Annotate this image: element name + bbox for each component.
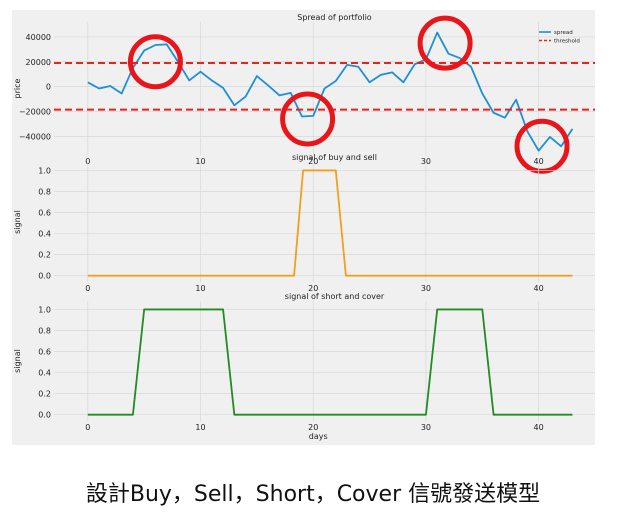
chart-spread-x-tick-label: 20: [308, 157, 318, 166]
chart-spread-y-tick-label: 40000: [26, 33, 51, 42]
chart-spread-highlight-circle: [127, 34, 183, 90]
chart-spread-x-tick-label: 10: [195, 157, 205, 166]
chart-buy-sell-x-tick-label: 40: [534, 284, 544, 293]
chart-short-cover-y-tick-label: 0.0: [38, 411, 51, 420]
chart-short-cover-y-tick-label: 0.6: [38, 348, 51, 357]
chart-buy-sell-ylabel: signal: [13, 210, 22, 234]
chart-short-cover-title: signal of short and cover: [285, 292, 385, 301]
chart-spread-highlight-circle: [280, 91, 336, 147]
chart-short-cover-y-tick-label: 1.0: [38, 305, 51, 314]
chart-buy-sell-y-tick-label: 0.8: [38, 187, 51, 196]
chart-spread-y-tick-label: 20000: [26, 58, 51, 67]
chart-spread-title: Spread of portfolio: [297, 13, 372, 22]
chart-spread-highlight-circle: [514, 118, 570, 174]
chart-spread-ylabel: price: [13, 78, 22, 98]
chart-spread-x-tick-label: 0: [85, 157, 90, 166]
chart-short-cover-series-line: [87, 308, 573, 416]
figure: Spread of portfolio 0 10 20 30 40 40000 20000 0 −…: [12, 10, 595, 445]
chart-short-cover-ylabel: signal: [13, 349, 22, 373]
chart-spread-x-tick-label: 40: [534, 157, 544, 166]
chart-buy-sell-y-tick-label: 0.4: [38, 230, 51, 239]
chart-short-cover-x-tick-label: 10: [195, 423, 205, 432]
chart-spread-series-line: [87, 31, 574, 152]
chart-spread-highlight-circle: [417, 15, 473, 71]
chart-buy-sell-y-tick-label: 1.0: [38, 166, 51, 175]
chart-short-cover-y-tick-label: 0.8: [38, 326, 51, 335]
chart-buy-sell-y-tick-label: 0.0: [38, 272, 51, 281]
chart-short-cover-x-tick-label: 30: [421, 423, 431, 432]
chart-buy-sell-series-line: [87, 169, 573, 277]
chart-buy-sell-x-tick-label: 20: [308, 284, 318, 293]
chart-spread-legend-label: threshold: [554, 39, 580, 45]
chart-short-cover-x-tick-label: 20: [308, 423, 318, 432]
chart-buy-sell-x-tick-label: 30: [421, 284, 431, 293]
figure-caption: 設計Buy，Sell，Short，Cover 信號發送模型: [85, 482, 541, 507]
chart-spread-x-tick-label: 30: [421, 157, 431, 166]
chart-figure: Spread of portfolio 0 10 20 30 40 40000 20000 0 −…: [13, 13, 595, 441]
chart-short-cover-y-tick-label: 0.2: [38, 390, 51, 399]
chart-buy-sell-y-tick-label: 0.2: [38, 251, 51, 260]
chart-short-cover-x-tick-label: 40: [534, 423, 544, 432]
chart-spread-y-tick-label: −20000: [19, 107, 51, 116]
chart-short-cover-xlabel: days: [309, 432, 328, 441]
chart-buy-sell-y-tick-label: 0.6: [38, 209, 51, 218]
chart-buy-sell-x-tick-label: 10: [195, 284, 205, 293]
chart-buy-sell-title: signal of buy and sell: [292, 153, 377, 162]
chart-spread-legend-label: spread: [554, 30, 573, 36]
chart-buy-sell-x-tick-label: 0: [85, 284, 90, 293]
chart-spread-y-tick-label: −40000: [19, 132, 51, 141]
chart-spread-y-tick-label: 0: [46, 83, 51, 92]
chart-short-cover-y-tick-label: 0.4: [38, 369, 51, 378]
chart-short-cover-x-tick-label: 0: [85, 423, 90, 432]
